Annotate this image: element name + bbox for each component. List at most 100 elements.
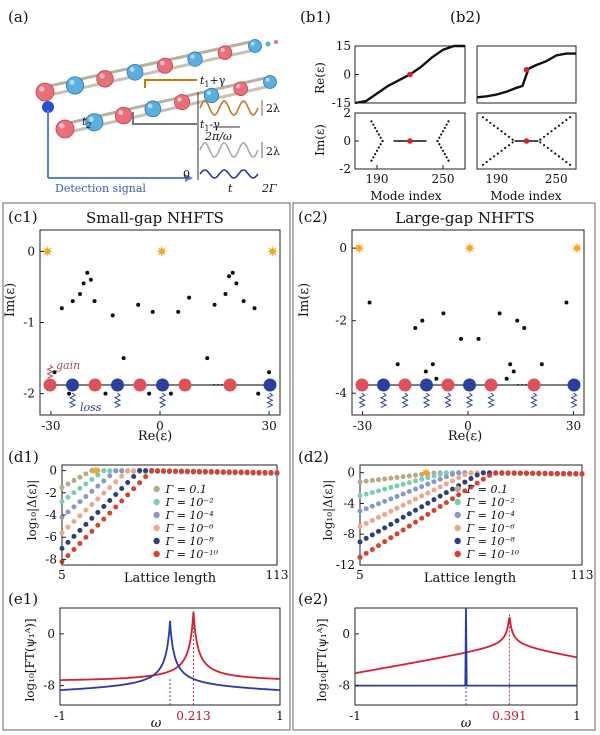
b1re-ytick-label: -15 [332, 96, 351, 110]
d2-point [462, 472, 468, 478]
d2-point [394, 483, 400, 489]
d1-point [83, 481, 89, 487]
c1-point [70, 299, 75, 304]
d2-point [413, 472, 418, 478]
d1-point [161, 468, 167, 474]
label-b2: (b2) [450, 8, 481, 26]
e1-xtick-label: 1 [276, 709, 284, 723]
b1im-pt [377, 146, 380, 149]
b1im-xtick-label: 250 [432, 172, 455, 186]
chart-b2-im: 190 250 [476, 112, 577, 186]
d2-point [431, 487, 437, 493]
b2im-pt [481, 116, 485, 119]
b1im-pt [436, 139, 439, 143]
front-chain-highlight-3 [147, 103, 153, 109]
b2im-pt [557, 155, 561, 158]
c2-ytick-label: -4 [335, 386, 347, 400]
d2-point [450, 478, 455, 484]
c1-point [85, 270, 90, 275]
c1-point [223, 292, 228, 297]
chart-b1-re: 15 0 -15 [332, 39, 466, 110]
b2im-pt [568, 116, 572, 119]
d1-point [178, 468, 184, 474]
c2-xlabel: Re(ε) [448, 429, 482, 444]
back-chain-highlight-0 [39, 86, 45, 92]
front-chain-site-2 [114, 106, 133, 125]
c2-site [567, 378, 581, 392]
c1-point [234, 281, 239, 286]
dot-2 [274, 40, 278, 44]
d2-point [505, 470, 511, 476]
b2im-pt [539, 141, 542, 144]
c1-point [81, 281, 86, 286]
d1-point [208, 469, 214, 475]
d1-legend-marker [153, 485, 160, 493]
c1-xtick-label: 0 [156, 419, 164, 433]
back-chain-highlight-7 [250, 41, 255, 46]
d1-ytick-label: -4 [45, 508, 57, 522]
d2-point [450, 471, 455, 477]
d1-point [113, 479, 119, 485]
c1-point [92, 299, 97, 304]
b2im-pt [561, 158, 564, 161]
d1-point [137, 468, 143, 474]
d1-point [83, 507, 89, 513]
b2re-frame [476, 45, 577, 104]
b2im-frame [476, 112, 577, 170]
d1-point [131, 474, 137, 480]
b2im-pt [481, 163, 485, 166]
d2-point [394, 474, 400, 480]
d2-point [413, 496, 418, 502]
d1-point [107, 473, 113, 479]
c2-point [413, 325, 418, 330]
e1-xlabel: ω [151, 716, 162, 731]
c2-site [484, 378, 498, 392]
d1-legend-label: Γ = 0.1 [165, 483, 207, 496]
b1-re-ylabel: Re(ε) [313, 62, 327, 94]
d2-point [400, 514, 406, 520]
d2-ylabel: log₁₀|Δ(ε)| [321, 480, 335, 541]
b2re-curve [476, 52, 576, 99]
d2-xlabel: Lattice length [424, 571, 517, 586]
d1-point [190, 468, 196, 474]
d1-point [65, 553, 71, 559]
c1-point [227, 274, 232, 279]
d2-ytick-label: 0 [347, 466, 355, 480]
d1-point [89, 515, 95, 521]
d1-point [95, 496, 101, 502]
d2-point [567, 471, 573, 477]
c2-ytick-label: 0 [339, 241, 347, 255]
d2-point [431, 497, 437, 503]
e1-red-curve [60, 611, 280, 681]
d2-point [382, 539, 388, 545]
d1-legend-label: Γ = 10⁻² [165, 496, 214, 509]
front-chain-site-6 [233, 81, 248, 96]
c1-point [52, 370, 57, 375]
panel-c2: (c2) Large-gap NHFTS Im(ε) -30 0 30 0 -2 -4 ··… [297, 208, 585, 444]
b1im-pt [445, 156, 448, 159]
d1-point [59, 545, 65, 551]
d2-legend-label: Γ = 10⁻² [466, 496, 515, 509]
c2-point [441, 311, 446, 316]
back-chain-site-7 [248, 39, 262, 53]
d1-point [244, 469, 250, 475]
b1re-ytick-label: 0 [343, 68, 351, 82]
d1-point [65, 509, 71, 515]
d2-point [431, 507, 437, 513]
c2-ytick-label: -2 [335, 314, 347, 328]
d2-point [437, 476, 443, 482]
d2-point [363, 478, 369, 484]
back-chain-site-2 [96, 70, 114, 88]
d2-point [437, 484, 443, 490]
d2-legend-label: Γ = 10⁻¹⁰ [466, 548, 520, 561]
time-label: t [228, 182, 233, 195]
b1im-pt [440, 133, 443, 136]
d2-xtick-label: 5 [356, 568, 364, 582]
c2-point [430, 362, 435, 367]
d2-xtick-label: 113 [571, 568, 594, 582]
d2-point [480, 476, 486, 482]
b1im-ytick-label: 0 [343, 134, 351, 148]
d2-point [406, 499, 412, 505]
